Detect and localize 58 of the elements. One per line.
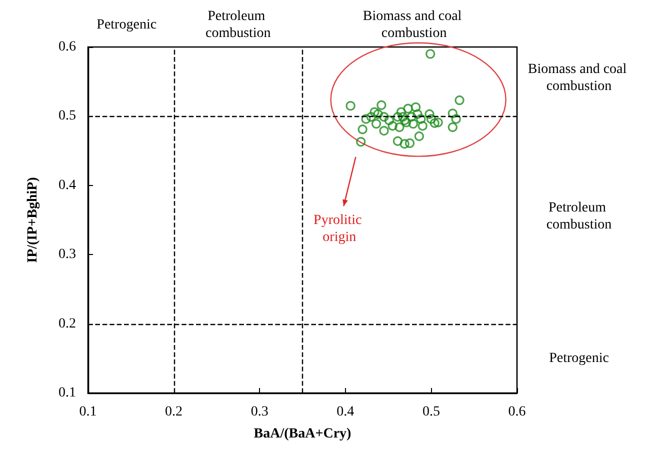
point [366,112,376,122]
point [410,102,421,112]
point [379,126,389,136]
point [403,104,413,114]
point [433,118,443,128]
x-tick-label: 0.6 [508,404,526,420]
point [396,107,406,117]
annotation: Pyrolitic origin [314,212,366,245]
point [361,114,371,124]
x-tick-label: 0.3 [250,404,268,420]
point [394,122,404,132]
point [430,118,440,128]
text: Petrogenic [549,350,609,366]
point [398,112,408,122]
point [416,114,426,124]
text: Biomass and coal combustion [362,9,466,41]
point [426,114,436,124]
point [448,108,458,118]
point [451,114,461,124]
point [412,109,422,119]
point [424,109,434,119]
point [454,95,464,106]
point [400,139,410,149]
point [426,49,436,59]
x-tick-label: 0.4 [336,404,354,420]
x-tick-label: 0.1 [79,404,97,420]
x-tick-label: 0.2 [165,404,183,420]
point [356,137,366,147]
point [406,112,416,122]
point [371,119,382,129]
text: Petrogenic [96,18,157,32]
y-axis-title: IP/(IP+BghiP) [26,176,40,263]
point [379,112,389,122]
point [370,107,380,117]
point [408,119,418,129]
y-tick-label: 0.2 [58,316,76,332]
y-tick-label: 0.1 [58,386,76,400]
y-tick-label: 0.6 [58,40,76,54]
y-tick-label: 0.5 [58,108,76,124]
point [414,131,424,142]
text: Biomass and coal combustion [528,62,630,94]
point [373,109,383,119]
point [392,112,403,122]
point [376,100,386,110]
text: Petroleum combustion [546,200,612,233]
point [404,138,415,148]
point [346,101,356,111]
text: Petroleum combustion [205,9,271,41]
point [384,116,394,126]
y-tick-label: 0.4 [58,178,76,193]
point [358,124,368,134]
x-tick-label: 0.5 [422,404,440,420]
y-tick-label: 0.3 [58,247,76,262]
point [388,121,398,131]
x-axis-title: BaA/(BaA+Cry) [254,426,352,442]
point [392,136,403,146]
point [448,122,458,132]
point [418,121,428,131]
